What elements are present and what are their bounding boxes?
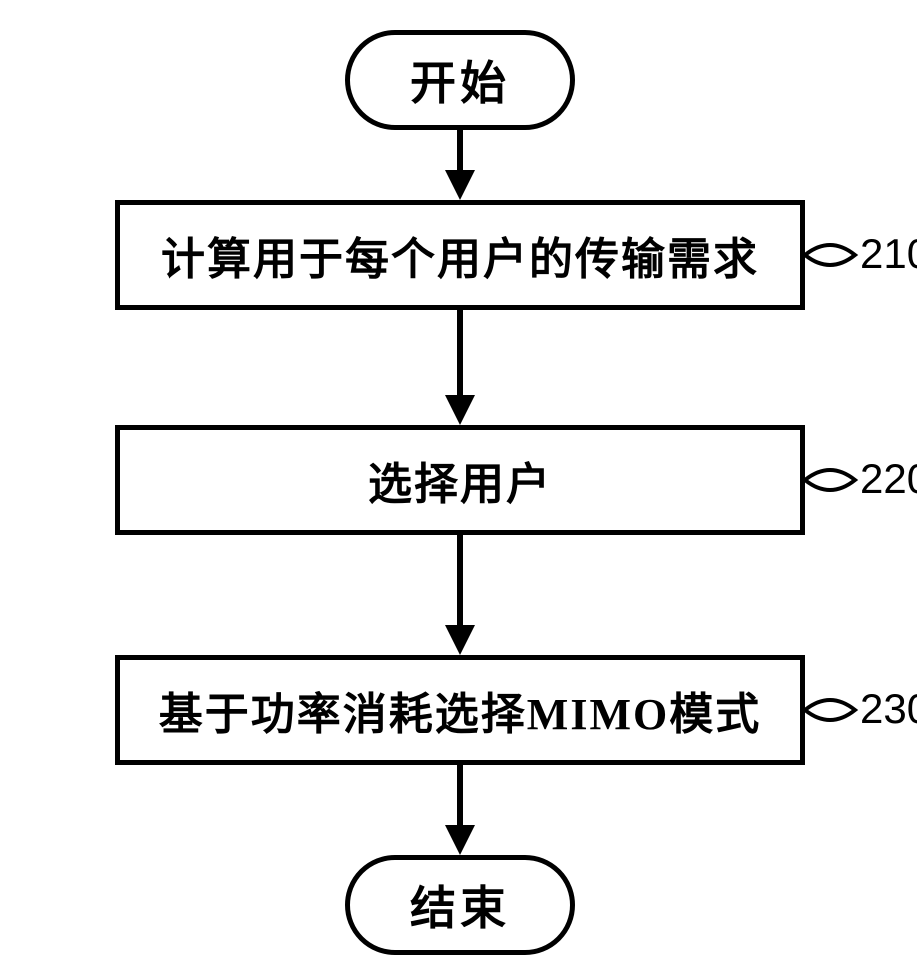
process-step-2: 选择用户 bbox=[115, 425, 805, 535]
process-step-3: 基于功率消耗选择MIMO模式 bbox=[115, 655, 805, 765]
process-3-text: 基于功率消耗选择MIMO模式 bbox=[159, 678, 761, 742]
process-1-text: 计算用于每个用户的传输需求 bbox=[161, 223, 759, 287]
connector-3 bbox=[805, 690, 860, 730]
step-label-230: 230 bbox=[860, 685, 917, 733]
end-terminal: 结束 bbox=[345, 855, 575, 955]
process-step-1: 计算用于每个用户的传输需求 bbox=[115, 200, 805, 310]
step-label-210: 210 bbox=[860, 230, 917, 278]
start-terminal: 开始 bbox=[345, 30, 575, 130]
step-label-220: 220 bbox=[860, 455, 917, 503]
connector-1 bbox=[805, 235, 860, 275]
process-2-text: 选择用户 bbox=[368, 448, 552, 512]
connector-2 bbox=[805, 460, 860, 500]
end-text: 结束 bbox=[410, 872, 510, 938]
start-text: 开始 bbox=[410, 47, 510, 113]
